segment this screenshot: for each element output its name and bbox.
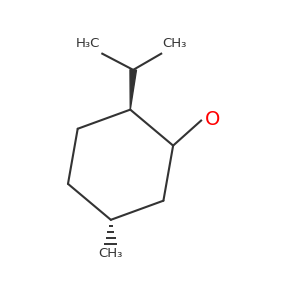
- Text: CH₃: CH₃: [163, 37, 187, 50]
- Text: CH₃: CH₃: [99, 247, 123, 260]
- Text: O: O: [205, 110, 220, 129]
- Polygon shape: [130, 70, 136, 110]
- Text: H₃C: H₃C: [76, 37, 100, 50]
